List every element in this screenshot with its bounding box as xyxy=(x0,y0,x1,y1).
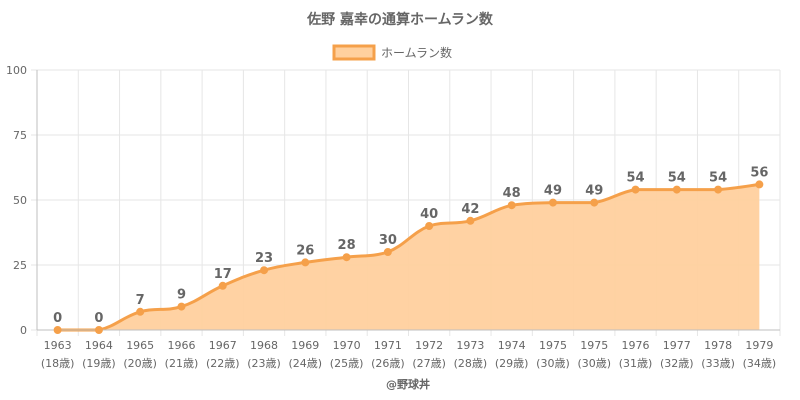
data-labels: 0 0 7 9 17 23 26 28 30 40 42 48 49 49 54 54 54 56 xyxy=(53,165,768,326)
data-point xyxy=(631,185,640,194)
data-point xyxy=(590,198,599,207)
x-tick-age: (22歳) xyxy=(206,357,240,370)
x-tick-age: (27歳) xyxy=(412,357,446,370)
legend: ホームラン数 xyxy=(332,44,452,61)
data-point xyxy=(260,266,269,275)
y-tick-label: 100 xyxy=(6,64,27,77)
data-label: 0 xyxy=(94,311,103,326)
axes xyxy=(36,70,780,331)
x-tick-year: 1965 xyxy=(126,339,154,352)
data-label: 0 xyxy=(53,311,62,326)
x-tick-year: 1964 xyxy=(85,339,113,352)
data-point xyxy=(53,326,62,334)
data-point xyxy=(342,253,351,262)
x-tick-year: 1967 xyxy=(209,339,237,352)
source-credit: @野球丼 xyxy=(386,377,430,391)
legend-swatch xyxy=(332,44,376,61)
x-tick-age: (23歳) xyxy=(247,357,281,370)
data-label: 9 xyxy=(177,288,186,303)
data-label: 54 xyxy=(668,171,686,186)
x-tick-year: 1966 xyxy=(167,339,195,352)
x-tick-age: (30歳) xyxy=(577,357,611,370)
y-tick-label: 25 xyxy=(13,259,27,272)
x-tick-age: (25歳) xyxy=(330,357,364,370)
data-label: 48 xyxy=(503,186,521,201)
x-tick-age: (30歳) xyxy=(536,357,570,370)
x-tick-year: 1971 xyxy=(374,339,402,352)
data-label: 42 xyxy=(461,202,479,217)
x-tick-year: 1963 xyxy=(44,339,72,352)
x-tick-year: 1974 xyxy=(498,339,526,352)
data-label: 28 xyxy=(338,238,356,253)
data-point xyxy=(425,222,434,230)
x-tick-year: 1975 xyxy=(539,339,567,352)
data-label: 56 xyxy=(750,165,768,180)
data-point xyxy=(218,281,227,290)
data-point xyxy=(507,201,516,210)
x-tick-age: (34歳) xyxy=(743,357,777,370)
data-label: 7 xyxy=(136,293,145,308)
data-label: 23 xyxy=(255,251,273,266)
x-tick-year: 1975 xyxy=(580,339,608,352)
data-point xyxy=(383,248,392,256)
x-tick-age: (29歳) xyxy=(495,357,529,370)
data-point xyxy=(466,216,475,225)
x-tick-year: 1973 xyxy=(456,339,484,352)
series-area-fill xyxy=(57,184,760,330)
x-tick-year: 1976 xyxy=(622,339,650,352)
data-point xyxy=(714,185,723,194)
data-label: 17 xyxy=(214,267,232,282)
x-tick-age: (21歳) xyxy=(165,357,199,370)
data-point xyxy=(755,180,764,189)
x-tick-age: (24歳) xyxy=(289,357,323,370)
data-label: 49 xyxy=(544,184,562,199)
points xyxy=(53,180,764,334)
x-tick-year: 1979 xyxy=(745,339,773,352)
x-tick-age: (20歳) xyxy=(123,357,157,370)
data-label: 30 xyxy=(379,233,397,248)
y-tick-label: 0 xyxy=(20,324,27,337)
tick-labels: 0 25 50 75 100 1963 (18歳) 1964 (19歳) 1965 (20歳) 196… xyxy=(6,64,776,370)
data-label: 54 xyxy=(626,171,644,186)
y-tick-label: 50 xyxy=(13,194,27,207)
x-tick-year: 1968 xyxy=(250,339,278,352)
data-point xyxy=(672,185,681,194)
data-point xyxy=(177,302,186,311)
x-tick-year: 1969 xyxy=(291,339,319,352)
data-point xyxy=(548,198,557,207)
x-tick-year: 1977 xyxy=(663,339,691,352)
data-label: 49 xyxy=(585,184,603,199)
data-label: 40 xyxy=(420,207,438,222)
x-tick-year: 1978 xyxy=(704,339,732,352)
x-tick-age: (18歳) xyxy=(41,357,75,370)
y-tick-label: 75 xyxy=(13,129,27,142)
x-tick-age: (32歳) xyxy=(660,357,694,370)
chart-title: 佐野 嘉幸の通算ホームラン数 xyxy=(306,11,494,28)
data-point xyxy=(94,326,103,334)
data-point xyxy=(136,307,145,316)
data-point xyxy=(301,258,310,267)
legend-label: ホームラン数 xyxy=(381,45,452,60)
x-tick-year: 1972 xyxy=(415,339,443,352)
x-tick-age: (33歳) xyxy=(701,357,735,370)
x-tick-age: (26歳) xyxy=(371,357,405,370)
x-tick-year: 1970 xyxy=(333,339,361,352)
x-tick-age: (28歳) xyxy=(454,357,488,370)
data-label: 26 xyxy=(296,243,314,258)
x-tick-age: (19歳) xyxy=(82,357,116,370)
data-label: 54 xyxy=(709,171,727,186)
x-tick-age: (31歳) xyxy=(619,357,653,370)
